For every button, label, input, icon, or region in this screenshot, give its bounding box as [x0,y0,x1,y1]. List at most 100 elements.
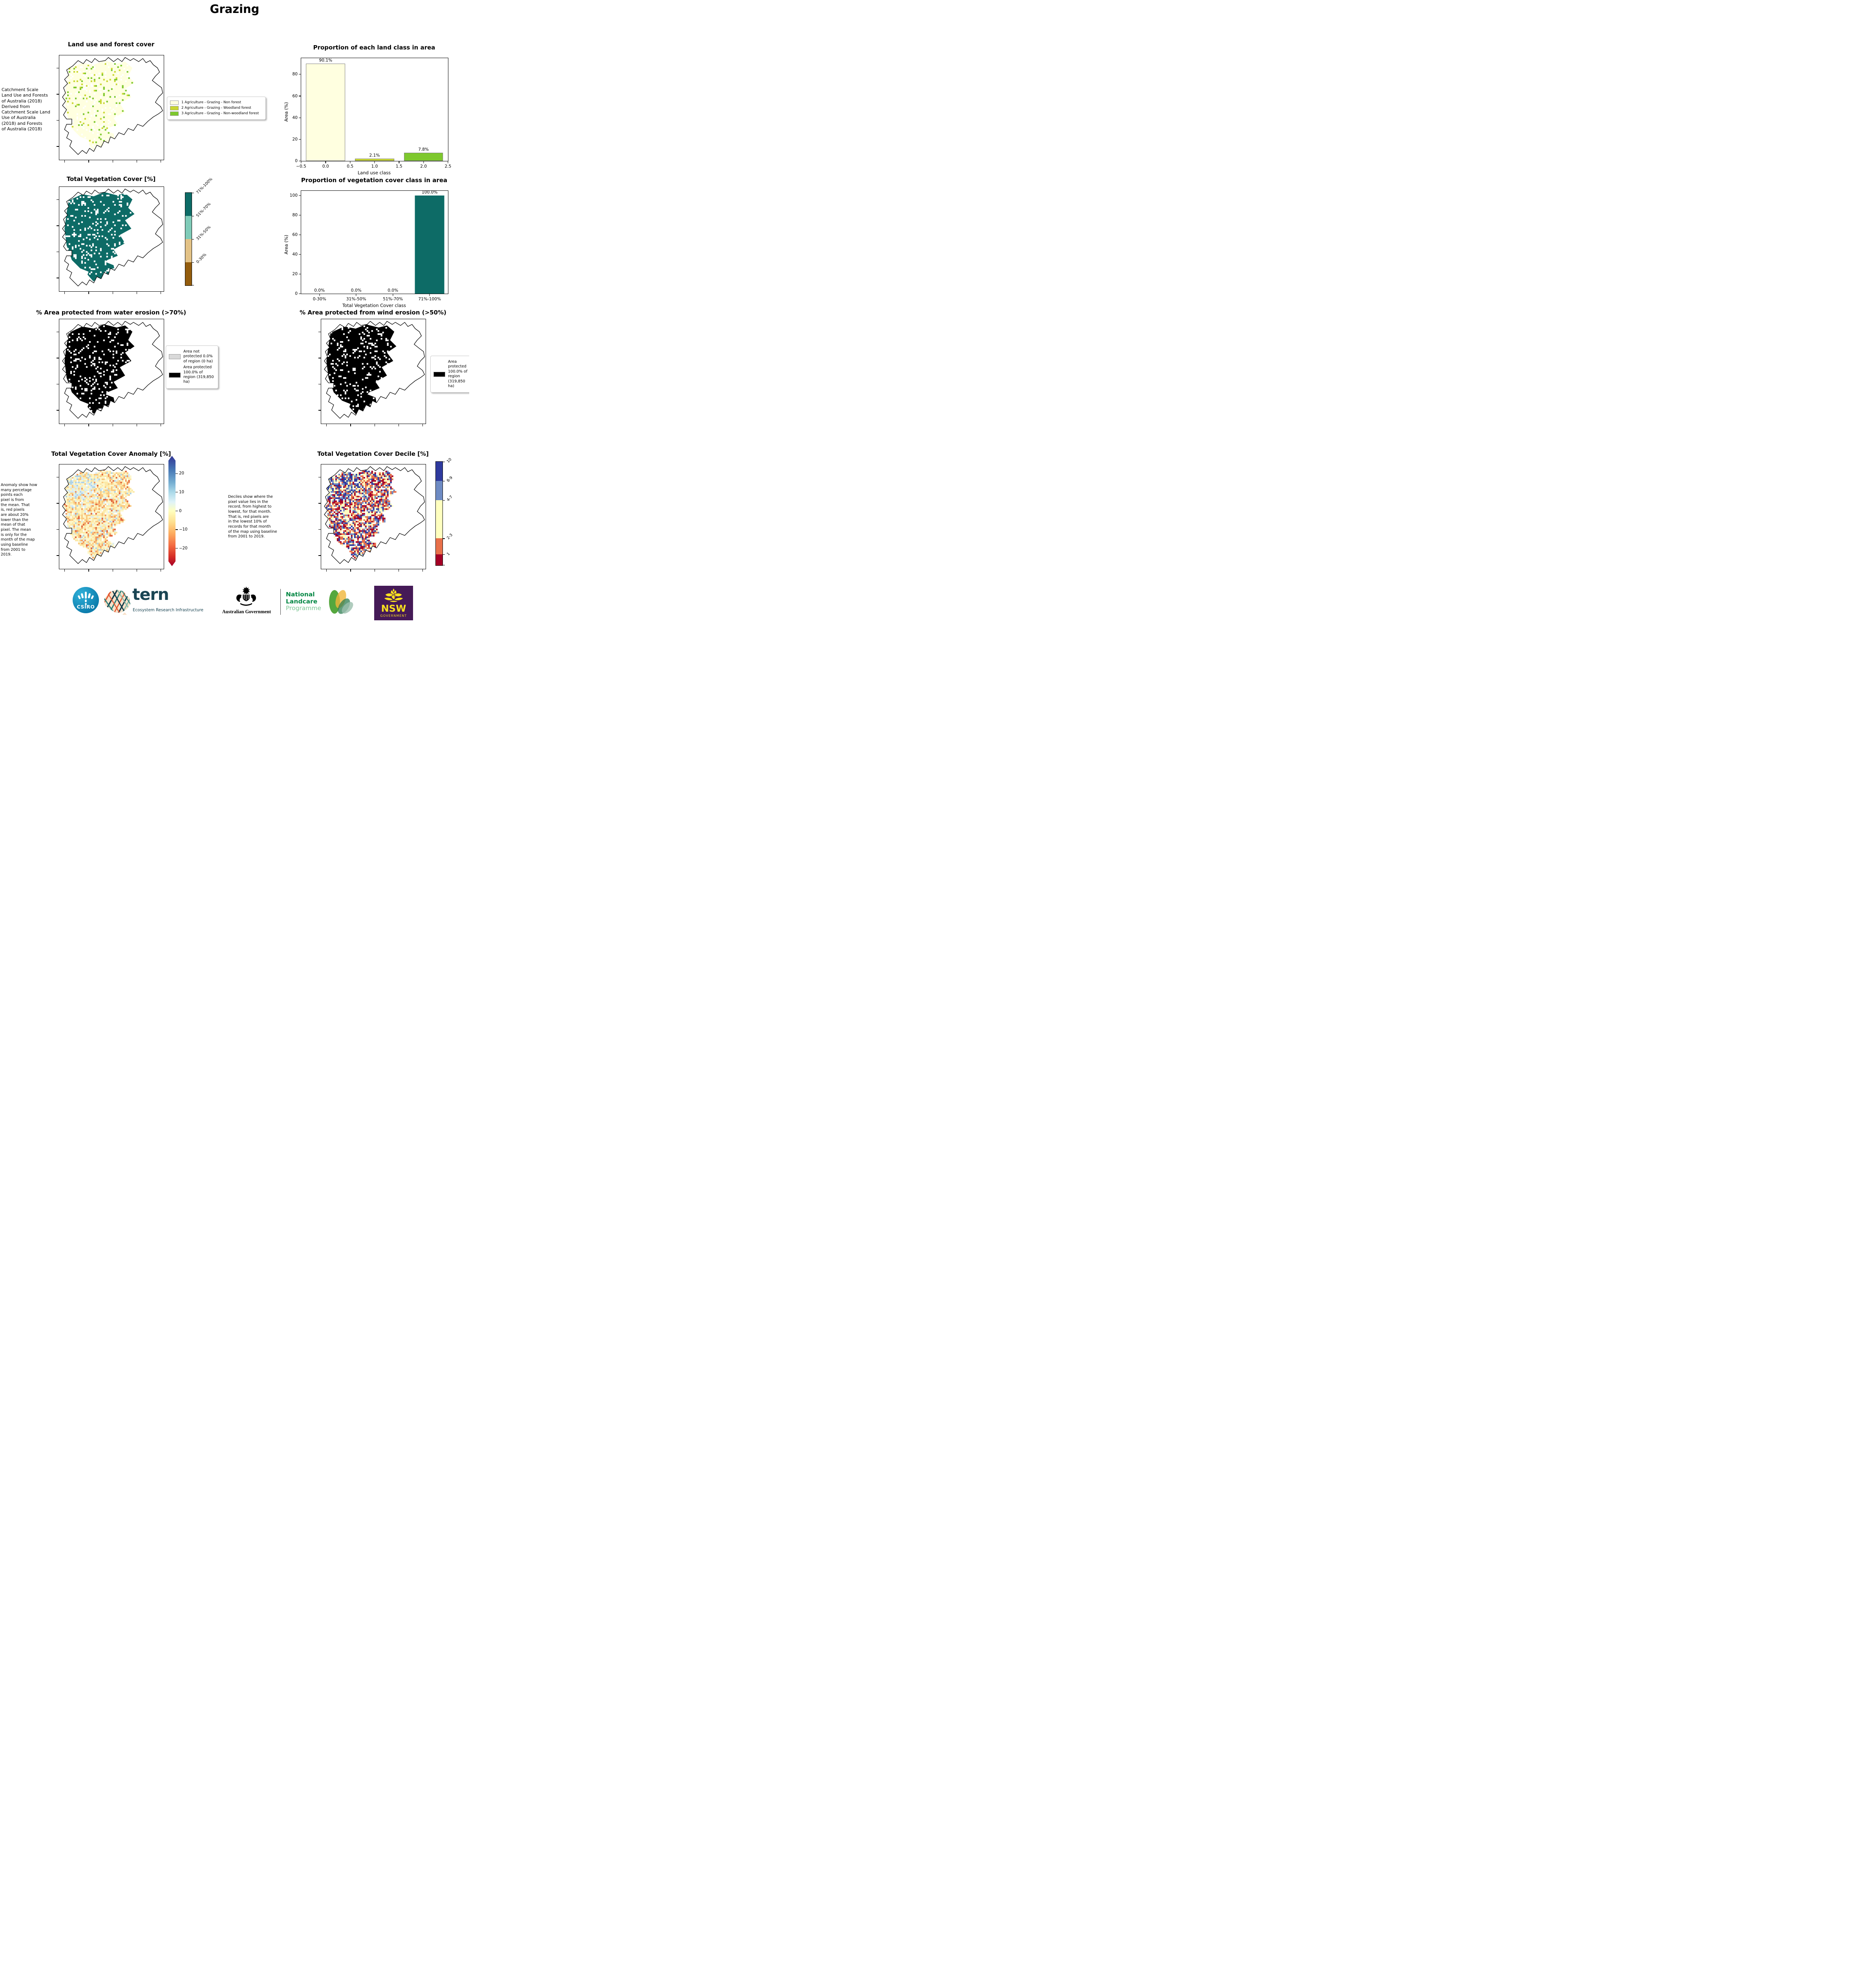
x-axis-tick-label: −0.5 [296,164,306,169]
water-erosion-map [57,319,164,426]
colorbar-tick-label: 1 [446,552,451,557]
bar-value-label: 7.8% [418,147,429,152]
colorbar-tick-label: 0 [179,509,182,513]
y-axis-tick [299,117,301,118]
map-axis-tick [326,424,327,426]
decile-map [318,464,426,572]
nsw-government-logo: NSW GOVERNMENT [374,586,413,620]
colorbar-tick-label: 71%-100% [196,177,214,195]
veg-cover-colorbar: 71%-100% 51%-70% 31%-50% 0-30% [185,177,214,286]
map-axis-tick [88,569,89,572]
legend-swatch [170,111,179,116]
x-axis-tick-label: 2.0 [420,164,427,169]
y-axis-tick [299,293,301,294]
colorbar-tick-label: 8-9 [446,475,454,483]
colorbar-tick-label: −10 [179,527,188,532]
colorbar-segment [185,193,192,216]
colorbar-segment [185,216,192,239]
y-axis-tick-label: 20 [292,272,298,277]
report-page: Grazing Catchment Scale Land Use and For… [0,0,469,622]
legend-label: Area not protected 0.0% of region (0 ha) [183,349,213,364]
y-axis-tick-label: 80 [292,213,298,218]
page-title: Grazing [210,2,260,16]
tern-logo-text: tern [132,585,169,604]
x-axis-tick [374,161,375,163]
legend-swatch [170,101,179,105]
chart-plot-area: 90.1% 2.1% 7.8% 0 20 40 60 80 −0.5 0.0 0.5 1.0 1.5 2.… [293,58,451,169]
anomaly-caption: Anomaly show how many percetage points e… [1,483,37,557]
colorbar-tick-label: 0-30% [196,252,208,265]
csiro-hand-icon [78,592,94,605]
map-axis-tick [422,424,423,426]
chart-title: Proportion of each land class in area [313,44,435,51]
bar-value-label: 2.1% [369,153,380,158]
map-axis-tick [57,225,59,226]
colorbar-tick [192,262,194,263]
legend-label: 1 Agriculture - Grazing - Non forest [181,101,241,105]
land-use-legend: 1 Agriculture - Grazing - Non forest 2 Ag… [167,97,266,120]
y-axis-tick-label: 40 [292,252,298,257]
veg-class-chart: Proportion of vegetation cover class in … [271,174,459,310]
map-axis-tick [88,424,89,426]
australian-government-label: Australian Government [222,609,271,614]
colorbar-tick-label: 51%-70% [196,202,212,218]
legend-swatch [170,106,179,110]
map6-canvas [321,464,426,569]
map4-canvas [321,319,426,424]
colorbar-tick-label: 31%-50% [196,225,212,241]
bar [306,63,346,161]
veg-cover-map [57,186,164,294]
water-erosion-legend: Area not protected 0.0% of region (0 ha)… [166,345,218,389]
legend-item: 2 Agriculture - Grazing - Woodland fores… [170,106,263,110]
wind-erosion-map [318,319,426,426]
land-use-caption: Catchment Scale Land Use and Forests of … [2,87,50,132]
map-axis-tick [88,160,89,163]
colorbar-tick [442,500,445,501]
bar-value-label: 100.0% [422,190,438,195]
legend-item: 1 Agriculture - Grazing - Non forest [170,101,263,105]
map-axis-tick [422,569,423,572]
csiro-label: CSIRO [77,604,95,610]
x-axis-tick [325,161,326,163]
colorbar-segment [436,554,442,565]
water-erosion-map-title: % Area protected from water erosion (>70… [36,309,187,316]
x-axis-tick-label: 2.5 [444,164,452,169]
colorbar-tick-label: 20 [179,471,184,476]
map1-canvas [59,55,164,160]
map-axis-tick [57,529,59,530]
map-axis-tick [64,160,65,163]
x-axis-tick-label: 31%-50% [346,297,366,302]
x-axis-tick [319,294,320,296]
chart-title: Proportion of vegetation cover class in … [301,177,448,184]
colorbar-segment [436,500,442,539]
anomaly-colorbar: 20 10 0 −10 −20 [168,456,188,566]
legend-item: Area protected 100.0% of region (319,850… [169,365,215,385]
colorbar-tick [442,554,445,555]
map-axis-tick [326,569,327,572]
map-axis-tick [64,292,65,294]
x-axis-tick-label: 1.0 [371,164,378,169]
national-landcare-label: National Landcare Programme [286,591,321,612]
land-use-map [57,55,164,163]
map-axis-tick [318,529,321,530]
anomaly-map-title: Total Vegetation Cover Anomaly [%] [51,450,171,457]
x-axis-label: Total Vegetation Cover class [342,303,406,308]
y-axis-label: Area (%) [283,102,289,122]
x-axis-tick-label: 1.5 [395,164,402,169]
legend-swatch [433,371,445,377]
wind-erosion-map-title: % Area protected from wind erosion (>50%… [300,309,446,316]
map2-canvas [59,187,164,291]
landcare-line-2: Landcare [286,598,318,605]
map-axis-tick [57,120,59,121]
nsw-label: NSW [381,603,406,614]
y-axis-tick [299,74,301,75]
y-axis-tick-label: 0 [295,291,298,296]
anomaly-map [57,464,164,572]
map-axis-tick [57,555,59,556]
x-axis-tick-label: 0-30% [313,297,326,302]
map-axis-tick [88,292,89,294]
legend-swatch [169,372,181,378]
y-axis-tick-label: 60 [292,93,298,99]
map3-canvas [59,319,164,424]
colorbar-tick-label: 10 [179,490,184,495]
